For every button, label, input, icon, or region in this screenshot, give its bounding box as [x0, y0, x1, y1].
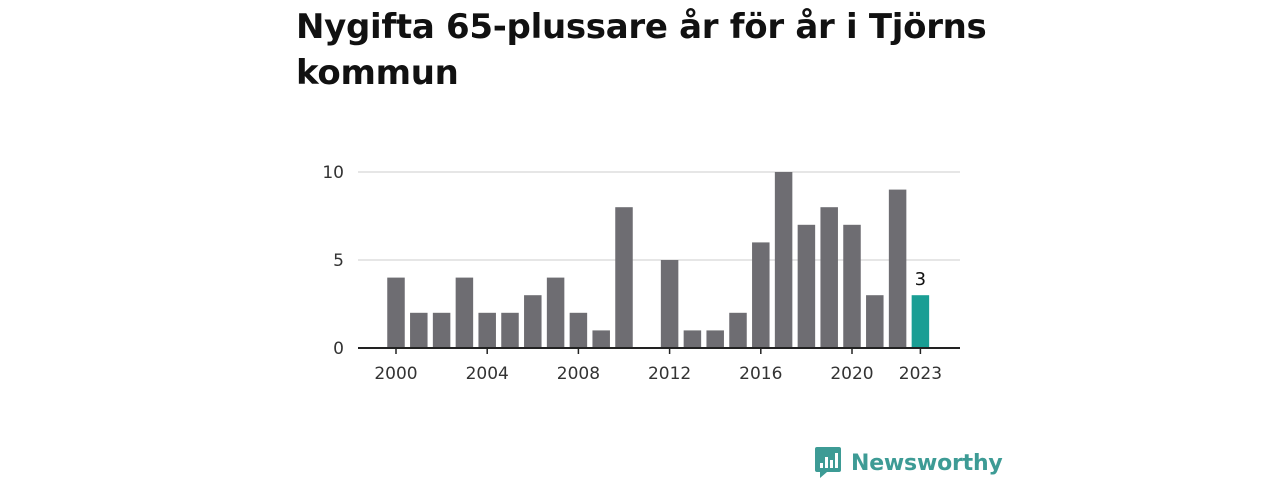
bar-2023: [911, 295, 930, 348]
bar-2008: [569, 312, 588, 348]
bar-2001: [410, 312, 428, 348]
bar-2021: [866, 295, 884, 348]
x-tick-label: 2004: [466, 364, 509, 384]
y-tick-label: 10: [322, 163, 344, 183]
bar-2017: [774, 172, 793, 348]
x-tick-label: 2008: [557, 364, 600, 384]
bar-2014: [706, 330, 724, 348]
bar-2013: [683, 330, 702, 348]
x-tick-label: 2020: [830, 364, 873, 384]
x-tick-label: 2016: [739, 364, 782, 384]
bar-2022: [888, 189, 907, 348]
x-tick-label: 2012: [648, 364, 691, 384]
chart-title: Nygifta 65-plussare år för år i Tjörns k…: [296, 7, 987, 93]
bar-2012: [660, 260, 679, 348]
data-labels: 3: [915, 269, 926, 290]
bar-2015: [729, 312, 747, 348]
brand-name: Newsworthy: [851, 450, 1003, 476]
brand-logo: Newsworthy: [814, 446, 1003, 480]
x-tick-label: 2023: [899, 364, 942, 384]
bar-2003: [455, 277, 474, 348]
bar-2007: [546, 277, 565, 348]
bar-2000: [387, 277, 405, 348]
y-axis: 0 5 10: [322, 163, 344, 359]
bar-2006: [524, 295, 542, 348]
bar-2004: [478, 312, 496, 348]
bar-2020: [843, 224, 861, 348]
x-axis: 2000 2004 2008 2012 2016 2020 2023: [374, 348, 942, 384]
gridlines: [358, 171, 960, 261]
y-tick-label: 0: [333, 339, 344, 359]
bar-2010: [615, 207, 633, 348]
bar-chart-speech-bubble-icon: [815, 447, 841, 478]
bar-series: [387, 172, 930, 348]
bar-2005: [501, 312, 519, 348]
bar-2002: [432, 312, 451, 348]
bar-2016: [752, 242, 770, 348]
bar-2018: [797, 224, 816, 348]
bar-2009: [592, 330, 610, 348]
bar-2019: [820, 207, 838, 348]
x-tick-label: 2000: [374, 364, 417, 384]
data-label-2023: 3: [915, 269, 926, 290]
y-tick-label: 5: [333, 251, 344, 271]
